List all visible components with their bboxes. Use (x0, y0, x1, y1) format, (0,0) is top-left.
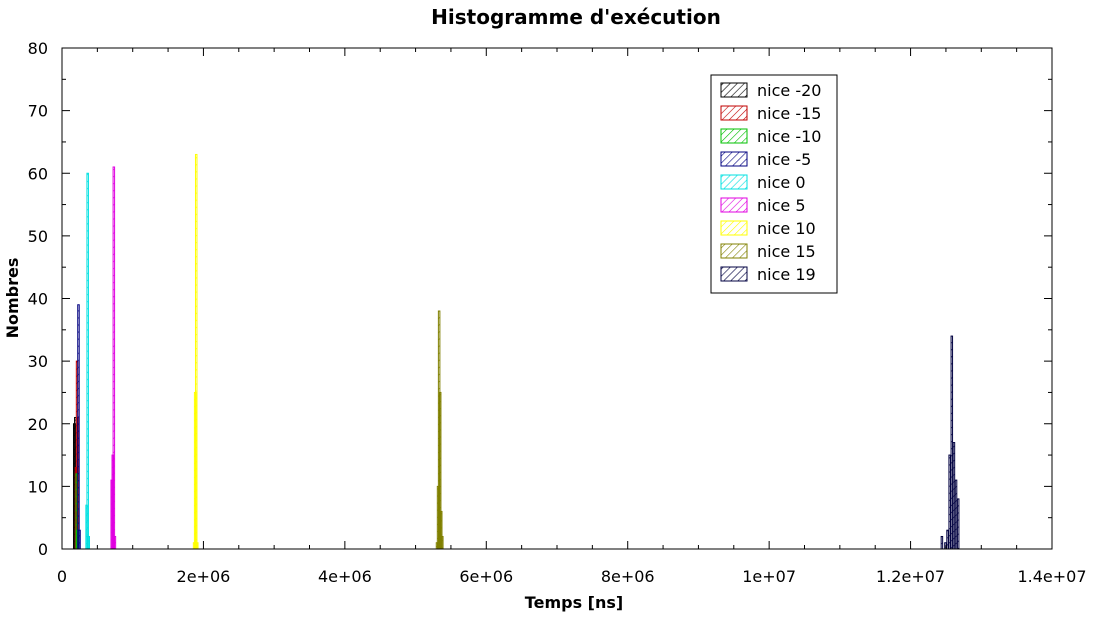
legend-label: nice 5 (757, 196, 806, 215)
chart-title: Histogramme d'exécution (431, 5, 721, 29)
legend-swatch (720, 174, 748, 190)
x-tick-label: 8e+06 (601, 567, 655, 586)
histogram-bar (113, 535, 117, 550)
y-tick-label: 70 (28, 102, 48, 121)
legend: nice -20 nice -15 nice -10 nice -5 nice 0 nic… (710, 74, 838, 294)
x-tick-label: 4e+06 (318, 567, 372, 586)
legend-swatch (720, 82, 748, 98)
histogram-bar (940, 535, 944, 550)
legend-swatch (720, 105, 748, 121)
y-tick-label: 0 (38, 540, 48, 559)
x-tick-label: 1.4e+07 (1017, 567, 1086, 586)
bars-layer (72, 153, 960, 550)
legend-swatch (720, 151, 748, 167)
histogram-bar (952, 442, 956, 550)
x-tick-label: 6e+06 (459, 567, 513, 586)
legend-label: nice -20 (757, 81, 821, 100)
legend-label: nice 19 (757, 265, 816, 284)
y-tick-label: 50 (28, 227, 48, 246)
histogram-bar (77, 304, 80, 550)
histogram-bar (948, 454, 951, 550)
histogram-bar (78, 529, 81, 550)
y-axis-title: Nombres (3, 258, 22, 339)
y-tick-label: 80 (28, 39, 48, 58)
x-axis: 0 2e+06 4e+06 6e+06 8e+06 1e+07 1.2e+07 1.4e+07 (57, 48, 1087, 586)
legend-swatch (720, 243, 748, 259)
y-tick-label: 10 (28, 477, 48, 496)
legend-label: nice -15 (757, 104, 821, 123)
histogram-bar (954, 479, 958, 550)
y-tick-label: 20 (28, 415, 48, 434)
y-tick-label: 60 (28, 164, 48, 183)
y-tick-label: 40 (28, 290, 48, 309)
x-tick-label: 1.2e+07 (876, 567, 945, 586)
legend-swatch (720, 197, 748, 213)
x-tick-label: 2e+06 (177, 567, 231, 586)
x-axis-title: Temps [ns] (525, 593, 623, 612)
legend-label: nice -10 (757, 127, 821, 146)
histogram-bar (87, 535, 90, 550)
plot-frame (61, 47, 1053, 550)
y-axis: 0 10 20 30 40 50 60 70 80 (28, 39, 1052, 559)
histogram-bar (196, 542, 199, 550)
histogram-bar (86, 172, 89, 550)
legend-swatch (720, 220, 748, 236)
legend-label: nice -5 (757, 150, 811, 169)
y-tick-label: 30 (28, 352, 48, 371)
histogram-bar (441, 535, 444, 550)
histogram-bar (950, 335, 954, 550)
x-tick-label: 1e+07 (742, 567, 796, 586)
histogram-bar (194, 153, 198, 550)
legend-label: nice 0 (757, 173, 806, 192)
histogram-bar (956, 498, 960, 550)
legend-label: nice 15 (757, 242, 816, 261)
legend-label: nice 10 (757, 219, 816, 238)
legend-swatch (720, 128, 748, 144)
x-tick-label: 0 (57, 567, 67, 586)
legend-swatch (720, 266, 748, 282)
histogram-bar (946, 529, 949, 550)
histogram-bar (112, 166, 116, 550)
